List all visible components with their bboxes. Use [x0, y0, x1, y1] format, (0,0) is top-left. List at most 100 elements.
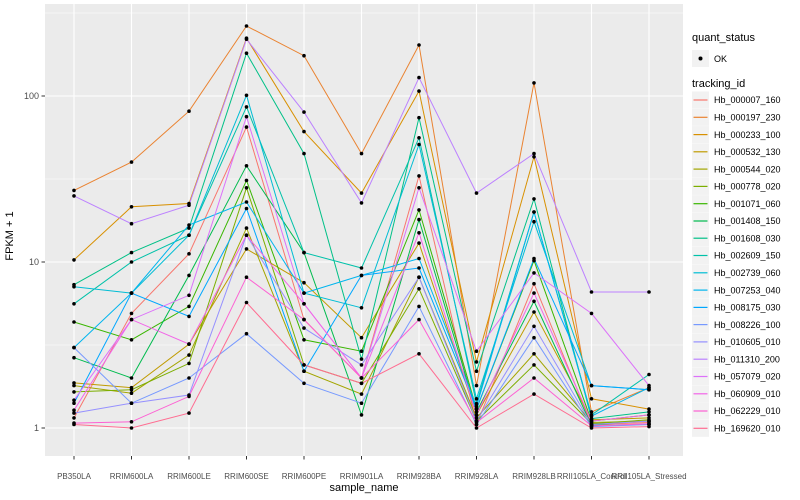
legend-items-tracking-id: Hb_000007_160 Hb_000197_230 Hb_000233_100 H… — [692, 91, 781, 437]
x-axis: PB350LA RRIM600LA RRIM600LE RRIM600SE RRIM60… — [57, 456, 687, 481]
legend-item-Hb_008175_030: Hb_008175_030 — [692, 298, 781, 316]
legend-item-Hb_008226_100: Hb_008226_100 — [692, 316, 781, 334]
data-point — [244, 37, 249, 41]
x-tick-label: RRIM928LB — [512, 472, 556, 481]
data-point — [532, 197, 536, 201]
gridlines — [45, 4, 683, 456]
data-point — [417, 174, 421, 178]
data-point — [359, 151, 364, 156]
data-point — [129, 420, 134, 424]
data-point — [302, 369, 306, 374]
legend-item-label: Hb_060909_010 — [714, 389, 781, 399]
data-point — [417, 241, 421, 245]
y-axis-title: FPKM + 1 — [4, 211, 16, 260]
data-point — [647, 424, 651, 429]
data-point — [359, 273, 364, 278]
legend-item-label: Hb_001071_060 — [714, 199, 781, 209]
legend-item-label: Hb_000778_020 — [714, 182, 781, 192]
data-point — [532, 271, 536, 275]
data-point — [72, 258, 76, 262]
legend-item-Hb_007253_040: Hb_007253_040 — [692, 281, 781, 299]
legend-item-label: Hb_000197_230 — [714, 113, 781, 123]
data-point — [72, 398, 76, 403]
data-point — [302, 381, 306, 386]
data-point — [589, 410, 594, 414]
legend-item-Hb_002609_150: Hb_002609_150 — [692, 247, 781, 264]
data-point — [532, 210, 536, 214]
data-point — [244, 114, 249, 119]
data-point — [72, 302, 76, 306]
data-point — [244, 186, 249, 190]
data-point — [417, 208, 421, 212]
data-point — [244, 164, 249, 168]
data-point — [187, 314, 191, 319]
data-point — [129, 387, 134, 392]
legend-item-label: Hb_008226_100 — [714, 320, 781, 330]
data-point — [417, 115, 421, 120]
legend-item-Hb_000197_230: Hb_000197_230 — [692, 108, 781, 126]
data-point — [129, 205, 134, 209]
legend-item-Hb_001071_060: Hb_001071_060 — [692, 195, 781, 213]
data-point — [129, 160, 134, 164]
x-tick-label: RRIM928LA — [455, 472, 499, 481]
data-point — [359, 357, 364, 361]
data-point — [532, 392, 536, 396]
data-point — [532, 363, 536, 367]
legend-item-label: Hb_001408_150 — [714, 216, 781, 226]
legend-item-label: Hb_002739_060 — [714, 268, 781, 278]
data-point — [72, 390, 76, 394]
legend-item-label: Hb_002609_150 — [714, 251, 781, 261]
data-point — [72, 408, 76, 413]
data-point — [474, 416, 479, 420]
data-point — [72, 422, 76, 427]
x-tick-label: RRIM928BA — [397, 472, 442, 481]
data-point — [187, 411, 191, 415]
legend-item-label: Hb_169620_010 — [714, 424, 781, 434]
data-point — [244, 178, 249, 183]
data-point — [72, 188, 76, 193]
data-point — [647, 407, 651, 411]
data-point — [187, 394, 191, 399]
legend-item-Hb_169620_010: Hb_169620_010 — [692, 419, 781, 437]
legend-item-ok-label: OK — [714, 54, 727, 64]
data-point — [532, 324, 536, 329]
data-point — [244, 233, 249, 237]
x-tick-label: RRII105LA_Control — [557, 472, 627, 481]
legend-item-Hb_002739_060: Hb_002739_060 — [692, 264, 781, 282]
data-point — [72, 355, 76, 360]
data-point — [417, 142, 421, 147]
data-point — [647, 410, 651, 414]
legend-item-label: Hb_000233_100 — [714, 130, 781, 140]
data-point — [187, 226, 191, 230]
data-point — [187, 293, 191, 298]
data-point — [589, 414, 594, 418]
legend-item-Hb_000007_160: Hb_000007_160 — [692, 91, 781, 109]
data-point — [244, 93, 249, 98]
data-point — [532, 281, 536, 286]
legend-item-label: Hb_011310_200 — [714, 354, 780, 364]
legend-item-label: Hb_001608_030 — [714, 233, 781, 243]
data-point — [72, 284, 76, 289]
data-point — [359, 191, 364, 195]
data-point — [302, 302, 306, 306]
data-point — [474, 410, 479, 414]
data-point — [359, 376, 364, 380]
data-point — [129, 376, 134, 380]
x-axis-title: sample_name — [329, 482, 398, 494]
data-point — [187, 273, 191, 278]
data-point — [417, 287, 421, 291]
data-point — [302, 110, 306, 114]
data-point — [532, 310, 536, 314]
data-point — [532, 151, 536, 156]
data-point — [302, 326, 306, 330]
legend-item-Hb_011310_200: Hb_011310_200 — [692, 350, 780, 368]
data-point — [129, 311, 134, 316]
data-point — [244, 206, 249, 211]
data-point — [244, 331, 249, 336]
data-point — [647, 383, 651, 388]
data-point — [647, 419, 651, 423]
legend-item-label: Hb_000544_020 — [714, 164, 781, 174]
data-point — [589, 397, 594, 401]
data-point — [474, 413, 479, 417]
legend-item-Hb_001608_030: Hb_001608_030 — [692, 229, 781, 247]
